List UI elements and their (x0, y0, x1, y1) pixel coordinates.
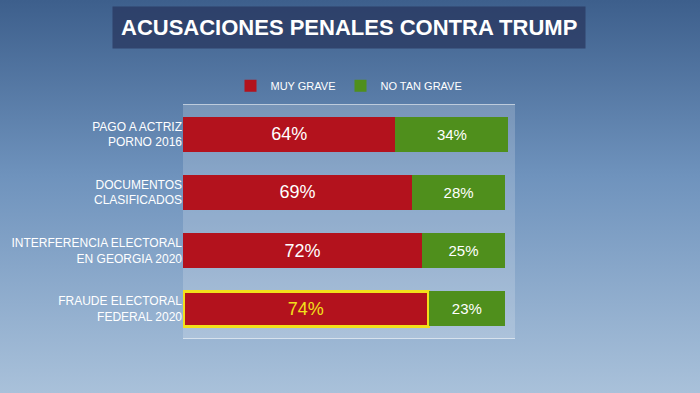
svg-text:74%: 74% (288, 299, 324, 319)
svg-text:FRAUDE ELECTORALFEDERAL 2020: FRAUDE ELECTORALFEDERAL 2020 (58, 294, 182, 324)
svg-text:28%: 28% (444, 184, 474, 201)
svg-text:25%: 25% (449, 242, 479, 259)
svg-text:64%: 64% (271, 124, 307, 144)
svg-text:ACUSACIONES PENALES CONTRA TRU: ACUSACIONES PENALES CONTRA TRUMP (121, 15, 577, 40)
svg-text:23%: 23% (452, 300, 482, 317)
svg-text:INTERFERENCIA ELECTORALEN GEOR: INTERFERENCIA ELECTORALEN GEORGIA 2020 (12, 236, 183, 266)
svg-text:NO TAN GRAVE: NO TAN GRAVE (381, 80, 462, 92)
svg-text:34%: 34% (437, 126, 467, 143)
svg-text:PAGO A ACTRIZPORNO 2016: PAGO A ACTRIZPORNO 2016 (92, 120, 182, 150)
svg-text:DOCUMENTOSCLASIFICADOS: DOCUMENTOSCLASIFICADOS (94, 178, 182, 208)
svg-text:69%: 69% (280, 182, 316, 202)
svg-text:MUY GRAVE: MUY GRAVE (271, 80, 336, 92)
svg-text:72%: 72% (285, 241, 321, 261)
